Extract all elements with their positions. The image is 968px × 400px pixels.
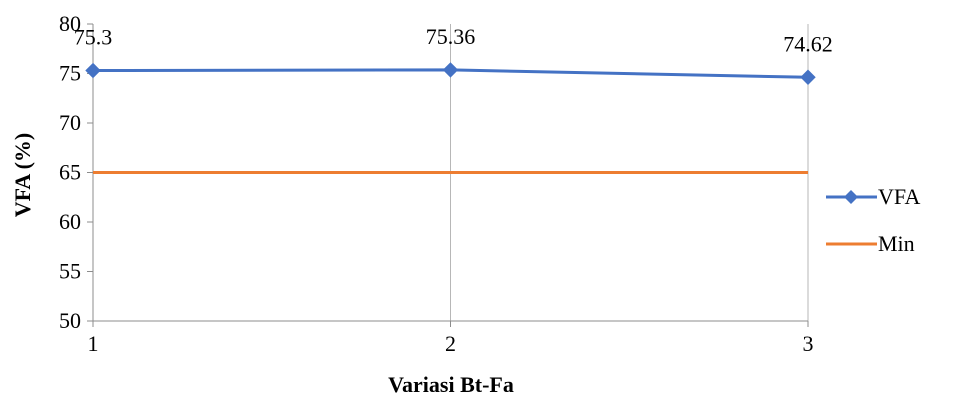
data-point-marker bbox=[85, 62, 101, 79]
data-label: 74.62 bbox=[783, 31, 833, 56]
y-tick-label: 80 bbox=[59, 11, 81, 36]
legend-item-vfa: VFA bbox=[826, 184, 920, 209]
y-axis-title: VFA (%) bbox=[10, 133, 35, 218]
legend-label: Min bbox=[878, 231, 915, 256]
y-tick-label: 50 bbox=[59, 308, 81, 333]
y-tick-label: 60 bbox=[59, 209, 81, 234]
y-tick-label: 55 bbox=[59, 259, 81, 284]
legend: VFA Min bbox=[826, 184, 920, 256]
y-tick-label: 65 bbox=[59, 160, 81, 185]
y-tick-label: 70 bbox=[59, 110, 81, 135]
x-axis-title: Variasi Bt-Fa bbox=[388, 372, 514, 397]
label-layer: 75.3 75.36 74.62 bbox=[74, 24, 833, 56]
x-tick-label: 2 bbox=[445, 331, 456, 356]
y-tick-label: 75 bbox=[59, 61, 81, 86]
axis-layer: 50 55 60 65 70 75 80 1 2 3 bbox=[59, 11, 814, 356]
legend-item-min: Min bbox=[826, 231, 915, 256]
series-vfa bbox=[85, 62, 816, 85]
x-tick-label: 1 bbox=[88, 331, 99, 356]
data-label: 75.3 bbox=[74, 25, 113, 50]
legend-marker bbox=[844, 190, 858, 204]
legend-label: VFA bbox=[878, 184, 920, 209]
data-point-marker bbox=[442, 62, 459, 78]
data-label: 75.36 bbox=[426, 24, 476, 49]
series-layer bbox=[85, 62, 816, 174]
x-tick-label: 3 bbox=[803, 331, 814, 356]
data-point-marker bbox=[800, 69, 816, 85]
